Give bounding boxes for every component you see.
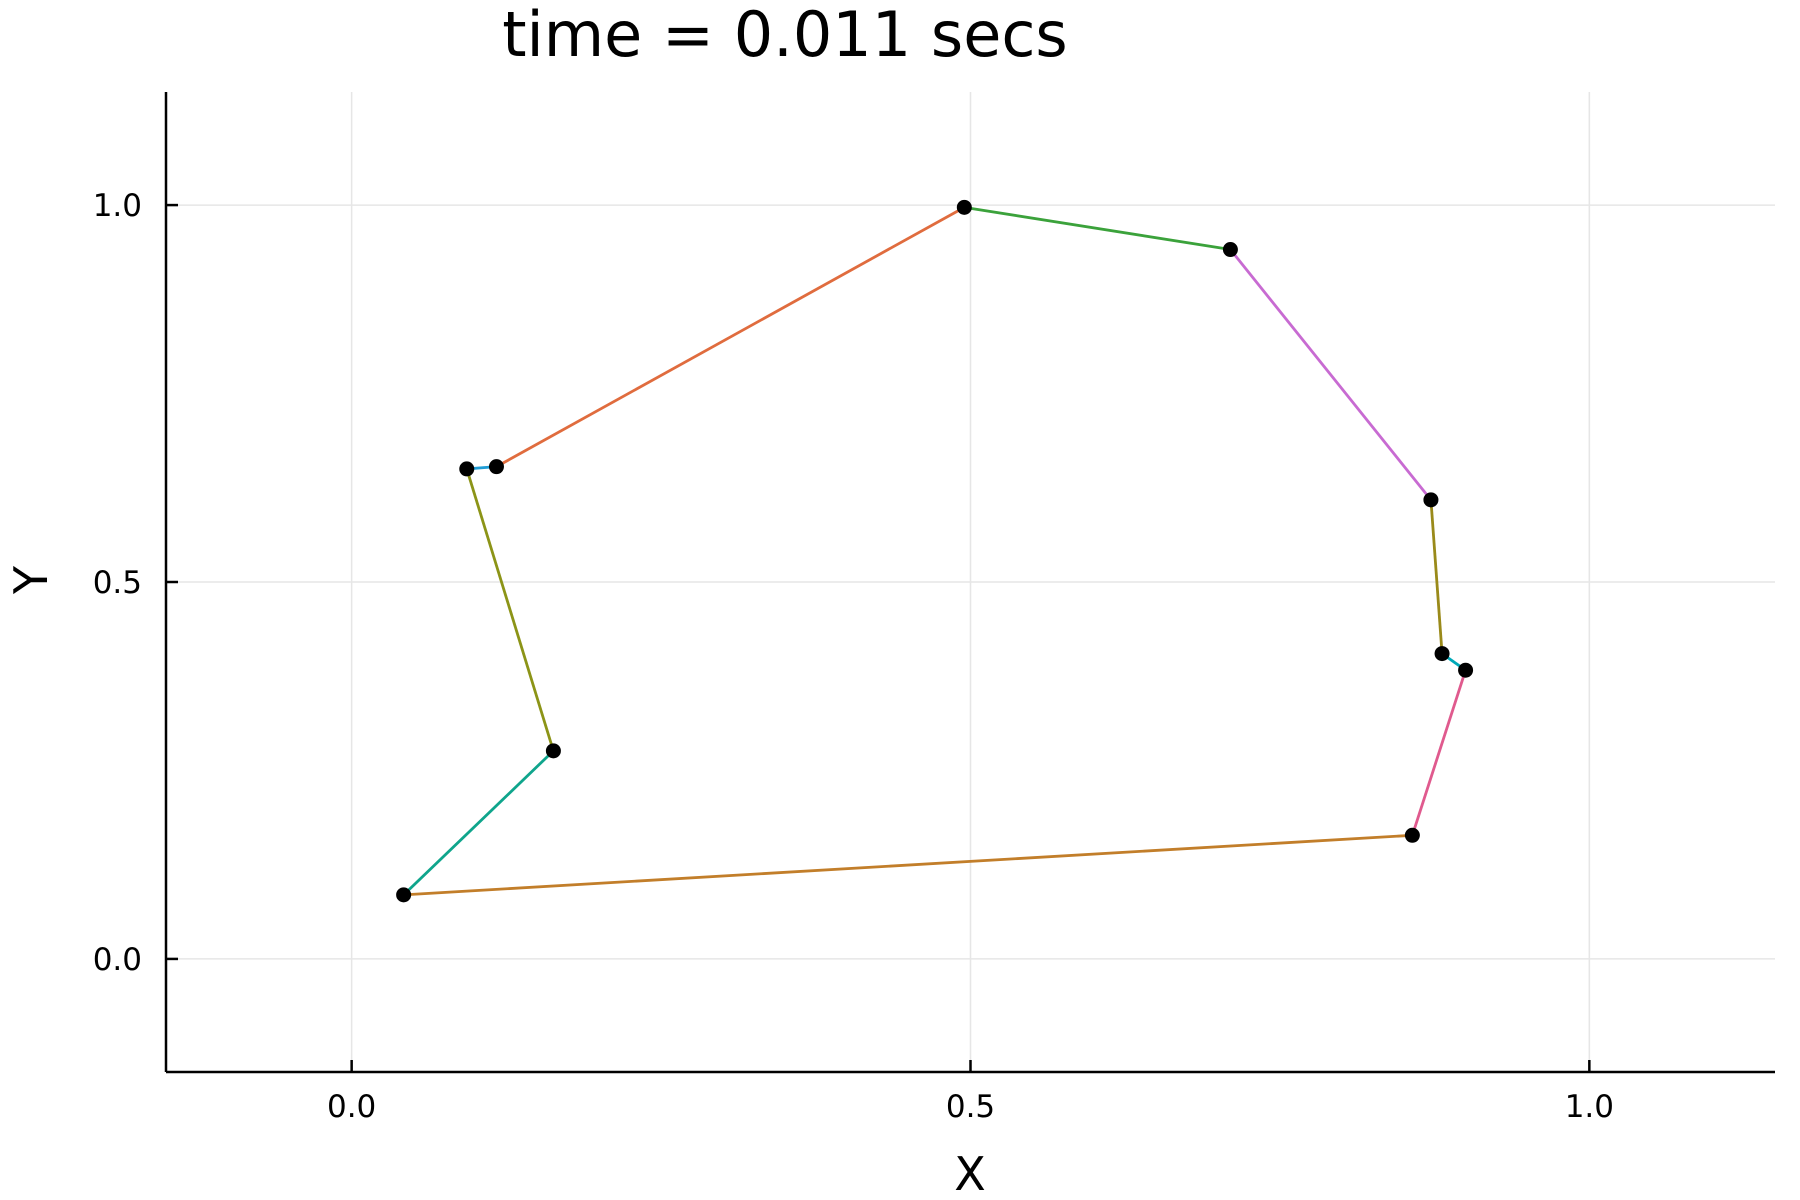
series	[402, 205, 1467, 897]
y-tick-label-0: 0.0	[93, 942, 142, 978]
data-point-2	[1423, 492, 1439, 508]
data-point-7	[545, 743, 561, 759]
segment-0	[964, 205, 1231, 251]
x-tick-label-0: 0.0	[327, 1089, 376, 1125]
data-point-3	[1434, 646, 1450, 662]
segment-5	[403, 833, 1413, 897]
data-point-0	[956, 199, 972, 215]
y-axis-label: Y	[4, 565, 58, 595]
data-point-5	[1404, 827, 1420, 843]
data-point-9	[488, 459, 504, 475]
segment-4	[1411, 669, 1467, 836]
data-point-4	[1458, 662, 1474, 678]
y-tick-label-1: 0.5	[93, 565, 142, 601]
segment-9	[495, 206, 965, 468]
x-tick-label-2: 1.0	[1565, 1089, 1614, 1125]
x-axis-label: X	[954, 1147, 986, 1200]
y-tick-label-2: 1.0	[93, 188, 142, 224]
chart-title: time = 0.011 secs	[502, 0, 1067, 71]
segment-6	[402, 749, 555, 896]
segment-1	[1229, 248, 1433, 501]
points	[396, 199, 1474, 903]
x-tick-label-1: 0.5	[946, 1089, 995, 1125]
ticks: 0.0 0.5 1.0 0.0 0.5 1.0	[93, 188, 1614, 1125]
segment-7	[465, 468, 555, 752]
segment-2	[1429, 499, 1444, 654]
data-point-8	[459, 461, 475, 477]
data-point-6	[396, 887, 412, 903]
data-point-1	[1222, 242, 1238, 258]
